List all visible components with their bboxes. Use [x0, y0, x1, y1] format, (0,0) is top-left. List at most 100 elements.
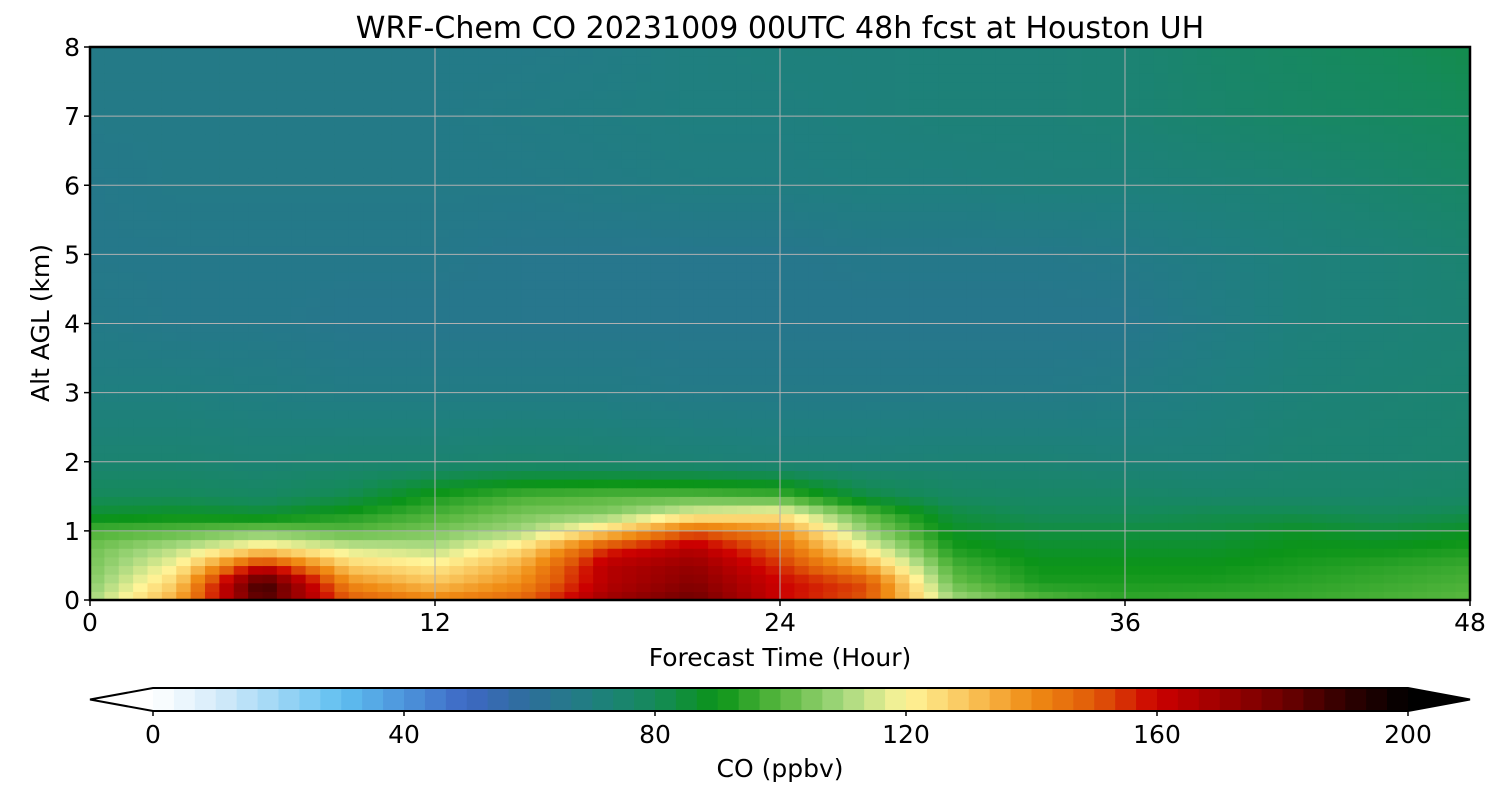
heatmap-cell	[219, 340, 235, 351]
heatmap-cell	[506, 383, 522, 394]
heatmap-cell	[492, 263, 508, 273]
heatmap-cell	[837, 254, 853, 264]
heatmap-cell	[1211, 409, 1227, 420]
heatmap-cell	[219, 349, 235, 359]
heatmap-cell	[1426, 332, 1442, 342]
heatmap-cell	[880, 176, 896, 186]
heatmap-cell	[1254, 288, 1270, 299]
heatmap-cell	[1398, 332, 1414, 342]
heatmap-cell	[1254, 504, 1270, 515]
heatmap-cell	[794, 418, 810, 428]
heatmap-cell	[1398, 314, 1414, 325]
heatmap-cell	[1426, 582, 1442, 592]
heatmap-cell	[104, 280, 120, 290]
heatmap-cell	[1153, 306, 1169, 316]
heatmap-cell	[535, 556, 551, 567]
heatmap-cell	[851, 522, 867, 532]
heatmap-cell	[1268, 401, 1284, 411]
heatmap-cell	[1139, 582, 1155, 592]
heatmap-cell	[420, 237, 436, 247]
heatmap-cell	[665, 358, 680, 368]
heatmap-cell	[133, 453, 149, 463]
heatmap-cell	[463, 237, 479, 247]
heatmap-cell	[607, 245, 623, 255]
heatmap-cell	[736, 228, 752, 238]
heatmap-cell	[837, 297, 853, 307]
heatmap-cell	[506, 332, 522, 342]
heatmap-cell	[1038, 565, 1054, 575]
heatmap-cell	[161, 150, 177, 160]
heatmap-cell	[506, 211, 522, 221]
heatmap-cell	[1125, 392, 1140, 402]
heatmap-cell	[190, 496, 206, 506]
heatmap-cell	[1398, 358, 1414, 368]
heatmap-cell	[550, 539, 565, 549]
heatmap-cell	[1067, 539, 1083, 549]
heatmap-cell	[1139, 401, 1155, 411]
heatmap-cell	[478, 280, 494, 290]
heatmap-cell	[981, 159, 997, 169]
heatmap-cell	[909, 496, 925, 506]
heatmap-cell	[736, 522, 752, 532]
heatmap-cell	[1355, 280, 1370, 290]
heatmap-cell	[449, 427, 465, 437]
heatmap-cell	[1096, 487, 1112, 497]
heatmap-cell	[952, 461, 968, 471]
heatmap-cell	[751, 211, 767, 221]
heatmap-cell	[621, 401, 637, 411]
heatmap-cell	[521, 470, 537, 480]
heatmap-cell	[406, 401, 422, 411]
heatmap-cell	[1153, 453, 1169, 463]
heatmap-cell	[1196, 504, 1212, 515]
heatmap-cell	[1455, 202, 1470, 212]
heatmap-cell	[1196, 470, 1212, 480]
heatmap-cell	[104, 435, 120, 446]
heatmap-cell	[248, 522, 264, 532]
heatmap-cell	[334, 496, 350, 506]
heatmap-cell	[1326, 193, 1342, 204]
heatmap-cell	[492, 504, 508, 515]
heatmap-cell	[1096, 280, 1112, 290]
heatmap-cell	[578, 167, 594, 178]
heatmap-cell	[1311, 193, 1327, 204]
heatmap-cell	[693, 530, 709, 541]
heatmap-cell	[320, 582, 335, 592]
heatmap-cell	[1081, 504, 1097, 515]
heatmap-cell	[1283, 383, 1299, 394]
heatmap-cell	[1168, 202, 1184, 212]
heatmap-cell	[895, 556, 910, 567]
heatmap-cell	[1168, 245, 1184, 255]
heatmap-cell	[262, 219, 278, 230]
heatmap-cell	[650, 254, 666, 264]
heatmap-cell	[736, 548, 752, 558]
heatmap-cell	[966, 556, 982, 567]
heatmap-cell	[391, 574, 407, 584]
heatmap-cell	[1326, 366, 1342, 376]
heatmap-cell	[780, 176, 795, 186]
heatmap-cell	[420, 202, 436, 212]
heatmap-cell	[90, 427, 105, 437]
heatmap-cell	[305, 565, 321, 575]
heatmap-cell	[895, 219, 910, 230]
heatmap-cell	[305, 366, 321, 376]
heatmap-cell	[823, 167, 839, 178]
heatmap-cell	[1225, 219, 1241, 230]
heatmap-cell	[995, 150, 1011, 160]
heatmap-cell	[1426, 556, 1442, 567]
heatmap-cell	[1254, 185, 1270, 195]
heatmap-cell	[1110, 591, 1126, 600]
heatmap-cell	[1311, 461, 1327, 471]
heatmap-cell	[895, 245, 910, 255]
heatmap-cell	[535, 254, 551, 264]
heatmap-cell	[205, 470, 220, 480]
heatmap-cell	[506, 453, 522, 463]
heatmap-cell	[1196, 522, 1212, 532]
heatmap-cell	[305, 427, 321, 437]
heatmap-cell	[391, 314, 407, 325]
heatmap-cell	[291, 565, 307, 575]
heatmap-cell	[808, 401, 824, 411]
heatmap-cell	[1110, 237, 1126, 247]
heatmap-cell	[521, 444, 537, 454]
heatmap-cell	[291, 245, 307, 255]
heatmap-cell	[593, 504, 609, 515]
